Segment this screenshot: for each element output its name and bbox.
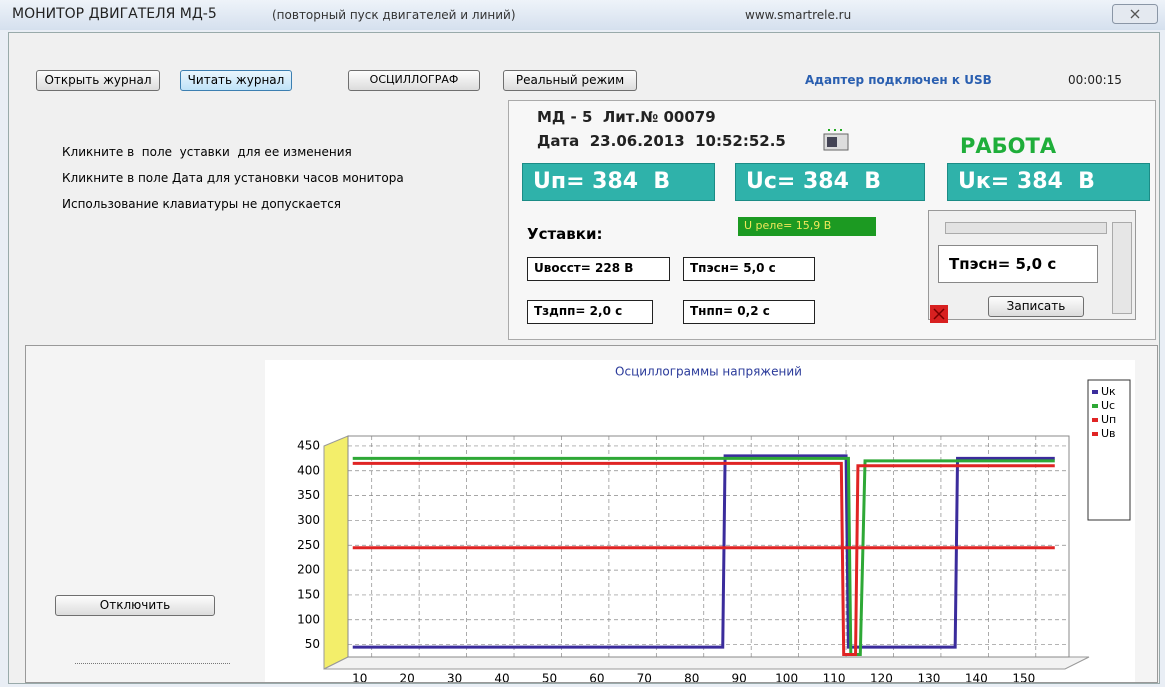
open-log-button[interactable]: Открыть журнал xyxy=(36,70,160,91)
y-tick-label: 150 xyxy=(297,587,320,601)
y-tick-label: 200 xyxy=(297,563,320,577)
x-tick-label: 140 xyxy=(965,672,988,683)
device-icon xyxy=(823,129,849,151)
reading: Uп= 384 В xyxy=(522,163,715,201)
series-line xyxy=(352,461,1055,657)
x-tick-label: 110 xyxy=(823,672,846,683)
hint: Кликните в поле Дата для установки часов… xyxy=(62,171,404,185)
x-tick-label: 80 xyxy=(684,672,699,683)
window-title: МОНИТОР ДВИГАТЕЛЯ МД-5 xyxy=(12,6,217,22)
window-subtitle: (повторный пуск двигателей и линий) xyxy=(272,8,516,22)
y-tick-label: 350 xyxy=(297,488,320,502)
device-model: МД - 5 Лит.№ 00079 xyxy=(537,108,716,126)
device-state: РАБОТА xyxy=(960,134,1057,158)
settings-label: Уставки: xyxy=(527,225,603,243)
x-tick-label: 60 xyxy=(589,672,604,683)
reading: Uc= 384 В xyxy=(735,163,925,201)
legend-label: Uк xyxy=(1101,385,1116,398)
legend-swatch xyxy=(1092,418,1098,422)
x-tick-label: 150 xyxy=(1012,672,1035,683)
bottom-slider[interactable] xyxy=(75,650,230,664)
y-tick-label: 450 xyxy=(297,438,320,452)
x-tick-label: 50 xyxy=(542,672,557,683)
y-tick-label: 250 xyxy=(297,538,320,552)
setting[interactable]: Uвосст= 228 В xyxy=(527,257,670,281)
legend-box xyxy=(1087,379,1131,521)
device-date[interactable]: Дата 23.06.2013 10:52:52.5 xyxy=(537,132,786,150)
usb-status: Адаптер подключен к USB xyxy=(805,73,992,87)
y-tick-label: 400 xyxy=(297,463,320,477)
legend-swatch xyxy=(1092,390,1098,394)
legend-swatch xyxy=(1092,404,1098,408)
x-tick-label: 10 xyxy=(352,672,367,683)
side-wall xyxy=(323,435,349,670)
y-tick-label: 100 xyxy=(297,612,320,626)
x-tick-label: 20 xyxy=(400,672,415,683)
legend-label: Uc xyxy=(1101,399,1115,412)
x-tick-label: 100 xyxy=(775,672,798,683)
y-tick-label: 50 xyxy=(305,637,320,651)
x-tick-label: 40 xyxy=(494,672,509,683)
setting[interactable]: Tпэсн= 5,0 с xyxy=(683,257,815,281)
title-bar xyxy=(0,0,1165,30)
oscillograph-button[interactable]: ОСЦИЛЛОГРАФ xyxy=(348,70,480,91)
legend-label: Uв xyxy=(1101,427,1116,440)
relay-voltage: U реле= 15,9 В xyxy=(738,217,876,236)
x-tick-label: 130 xyxy=(917,672,940,683)
realtime-button[interactable]: Реальный режим xyxy=(503,70,637,91)
legend-label: Uп xyxy=(1101,413,1116,426)
x-tick-label: 120 xyxy=(870,672,893,683)
reading: Uк= 384 В xyxy=(947,163,1150,201)
save-button[interactable]: Записать xyxy=(988,296,1084,317)
read-log-button[interactable]: Читать журнал xyxy=(180,70,292,91)
chart-background xyxy=(265,360,1135,682)
close-button[interactable] xyxy=(1112,4,1158,24)
window-url: www.smartrele.ru xyxy=(745,8,852,22)
timer: 00:00:15 xyxy=(1068,73,1122,87)
editor-slider[interactable] xyxy=(945,222,1107,234)
chart-title: Осциллограммы напряжений xyxy=(615,365,802,379)
legend-swatch xyxy=(1092,432,1098,436)
chart: Осциллограммы напряжений 50 100 150 200 250 30… xyxy=(265,360,1135,682)
floor xyxy=(323,656,1090,670)
x-tick-label: 70 xyxy=(637,672,652,683)
setting[interactable]: Tнпп= 0,2 с xyxy=(683,300,815,324)
plot-area xyxy=(347,435,1070,658)
x-tick-label: 90 xyxy=(732,672,747,683)
y-tick-label: 300 xyxy=(297,513,320,527)
hint: Кликните в поле уставки для ее изменения xyxy=(62,145,352,159)
spin-buttons[interactable] xyxy=(1112,222,1132,314)
hint: Использование клавиатуры не допускается xyxy=(62,197,342,211)
x-tick-label: 30 xyxy=(447,672,462,683)
cancel-icon[interactable] xyxy=(930,305,948,323)
setting[interactable]: Tздпп= 2,0 с xyxy=(527,300,653,324)
disconnect-button[interactable]: Отключить xyxy=(55,595,215,616)
editor-value[interactable]: Tпэсн= 5,0 с xyxy=(938,245,1098,283)
